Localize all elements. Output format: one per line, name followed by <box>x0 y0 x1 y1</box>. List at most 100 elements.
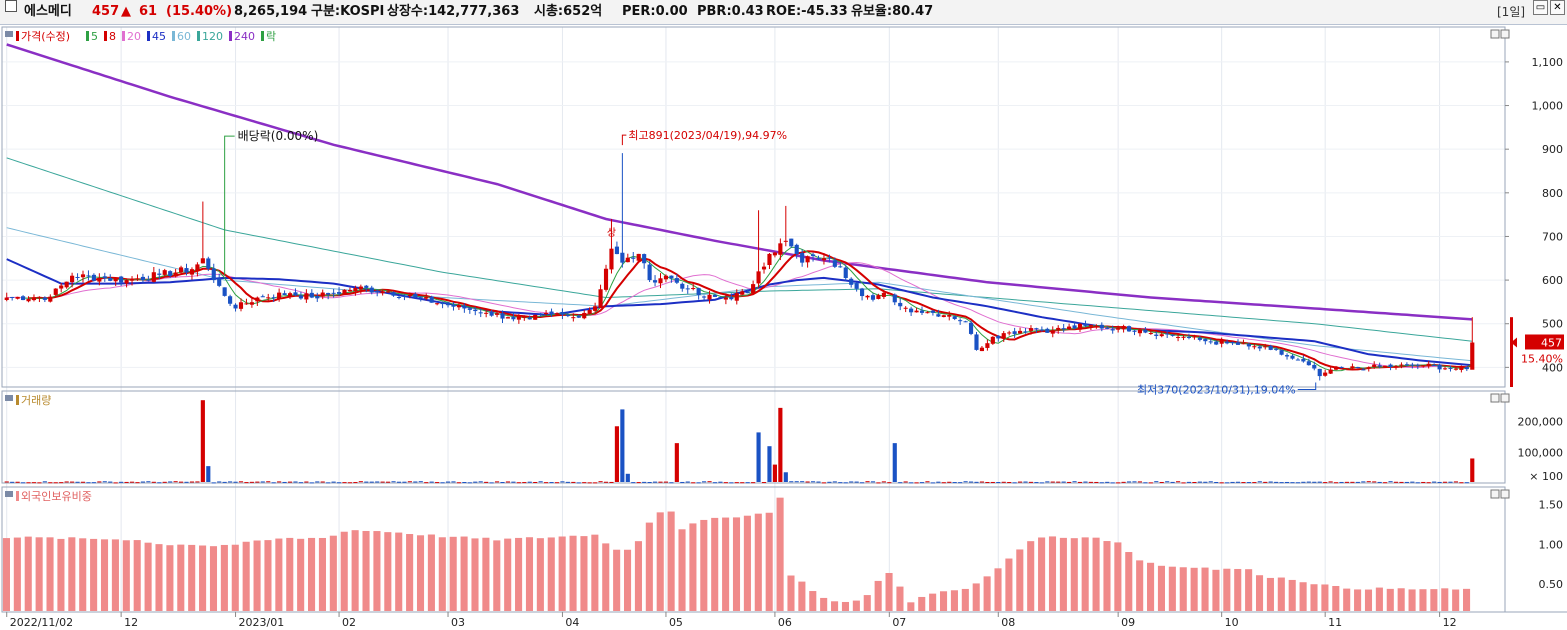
candle-body <box>1208 341 1213 343</box>
panel-minimize-icon[interactable] <box>1490 393 1500 403</box>
legend-swatch <box>86 31 89 41</box>
volume-bar <box>849 481 854 483</box>
volume-bar <box>963 481 968 483</box>
candle-body <box>936 314 941 317</box>
volume-bar <box>108 481 113 483</box>
volume-bar <box>315 481 320 483</box>
candle-body <box>1023 331 1028 333</box>
x-tick-label: 10 <box>1225 616 1239 629</box>
candle-body <box>947 315 952 317</box>
volume-bar <box>1295 482 1301 484</box>
candle-body <box>91 274 96 281</box>
foreign-ratio-bar <box>373 531 381 611</box>
panel-close-icon[interactable] <box>1500 489 1510 499</box>
candle-body <box>489 311 494 316</box>
candle-body <box>1072 325 1077 329</box>
volume-bar <box>380 481 385 483</box>
candle-body <box>1410 364 1415 366</box>
candle-body <box>320 292 325 297</box>
foreign-ratio-bar <box>329 535 337 611</box>
volume-bar <box>424 482 429 484</box>
volume-bar <box>789 481 794 483</box>
volume-bar <box>865 481 870 483</box>
foreign-ratio-bar <box>558 536 566 611</box>
candle-body <box>827 257 832 259</box>
foreign-ratio-bar <box>732 517 741 611</box>
foreign-ratio-bar <box>1463 588 1471 611</box>
foreign-ratio-bar <box>471 538 479 611</box>
volume-bar <box>124 481 129 483</box>
foreign-ratio-bar <box>656 512 664 611</box>
foreign-ratio-bar <box>1092 537 1100 611</box>
volume-bar <box>1034 482 1039 484</box>
volume-bar <box>745 482 750 484</box>
foreign-ratio-bar <box>1234 568 1242 611</box>
candle-body <box>843 267 848 278</box>
foreign-ratio-bar <box>1299 582 1307 611</box>
candle-body <box>625 257 630 263</box>
candle-body <box>1284 355 1290 357</box>
volume-bar <box>64 481 69 483</box>
volume-bar <box>968 481 974 483</box>
volume-bar <box>249 481 254 483</box>
volume-unit-label: × 100 <box>1529 470 1563 483</box>
candle-body <box>794 244 799 254</box>
panel-minimize-icon[interactable] <box>1490 29 1500 39</box>
candle-body <box>266 297 271 299</box>
price-tick-label: 800 <box>1542 187 1563 200</box>
candle-body <box>1132 330 1137 332</box>
minimize-icon[interactable]: ▭ <box>1533 0 1548 15</box>
candle-body <box>331 292 336 294</box>
candle-body <box>631 257 636 259</box>
volume-bar <box>162 481 167 483</box>
volume-bar <box>1170 481 1175 483</box>
foreign-ratio-bar <box>482 537 490 611</box>
candle-body <box>1388 364 1393 367</box>
volume-bar <box>1274 481 1279 483</box>
volume-bar <box>707 481 712 483</box>
foreign-ratio-bar <box>645 522 653 611</box>
candle-body <box>1355 366 1360 369</box>
candle-body <box>544 312 549 314</box>
roe-value: ROE:-45.33 <box>766 4 848 19</box>
volume-bar <box>386 481 391 483</box>
panel-handle-icon <box>5 395 13 401</box>
foreign-ratio-bar <box>24 536 32 611</box>
dividend-marker-line <box>224 135 235 276</box>
panel-minimize-icon[interactable] <box>1490 489 1500 499</box>
candle-body <box>800 252 805 263</box>
foreign-ratio-bar <box>678 529 686 611</box>
candle-body <box>435 303 440 305</box>
foreign-ratio-bar <box>220 544 228 611</box>
candle-body <box>1366 367 1371 369</box>
volume-bar <box>178 481 184 483</box>
volume-bar <box>1001 481 1006 483</box>
volume-bar <box>533 481 538 483</box>
foreign-ratio-bar <box>1157 565 1166 611</box>
foreign-ratio-bar <box>536 538 544 611</box>
volume-bar <box>936 481 941 483</box>
foreign-ratio-bar <box>362 530 370 611</box>
panel-close-icon[interactable] <box>1500 29 1510 39</box>
candle-body <box>674 278 679 283</box>
candle-body <box>238 302 244 309</box>
candle-body <box>407 294 412 296</box>
close-icon[interactable]: ✕ <box>1550 0 1565 15</box>
candle-body <box>1432 365 1437 367</box>
volume-bar <box>1230 481 1235 483</box>
high-annotation-arrow <box>621 134 627 146</box>
stock-name[interactable]: 에스메디 <box>24 4 72 19</box>
price-change-pct: (15.40%) <box>166 4 233 19</box>
select-checkbox[interactable] <box>5 0 17 12</box>
volume-bar <box>1137 481 1143 483</box>
panel-close-icon[interactable] <box>1500 393 1510 403</box>
candle-body <box>1393 366 1399 368</box>
foreign-ratio-bar <box>1408 589 1416 611</box>
period-button[interactable]: [1일] <box>1497 5 1526 19</box>
stock-chart[interactable]: 400 500 600 700 800 900 1,000 1,100 100,000 200,0… <box>0 25 1567 630</box>
foreign-ratio-bar <box>765 512 773 611</box>
volume-bar <box>445 481 451 483</box>
volume-bar <box>1399 481 1404 483</box>
legend-swatch <box>229 31 232 41</box>
volume-bar <box>473 481 478 483</box>
